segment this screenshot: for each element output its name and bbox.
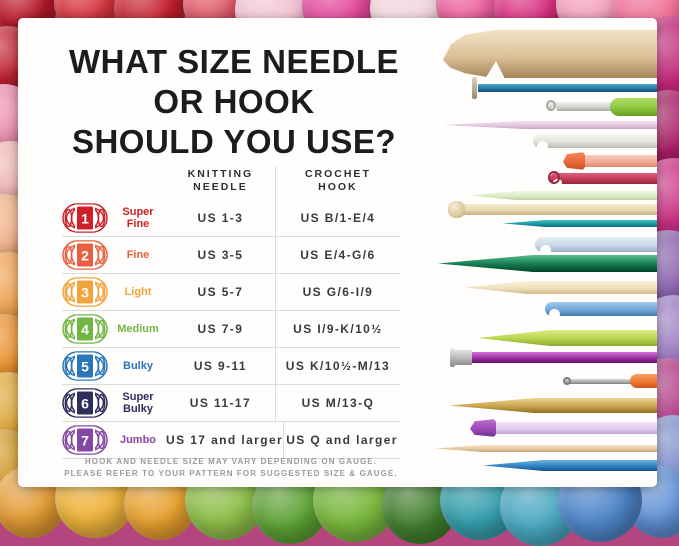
crochet-hook-size: US Q and larger xyxy=(283,422,400,458)
pale-green-knitting-needle-image xyxy=(470,191,657,200)
knitting-needle-size: US 7-9 xyxy=(197,322,244,336)
crochet-hook-column-header: CROCHET HOOK xyxy=(274,166,400,202)
knitting-needle-size: US 1-3 xyxy=(197,211,244,225)
cream-wooden-knitting-needle-image xyxy=(458,204,657,215)
table-row-bulky: 5 Bulky US 9-11 US K/10½-M/13 xyxy=(62,347,400,384)
yarn-weight-label: Fine xyxy=(126,249,150,261)
yarn-weight-label: Super Fine xyxy=(122,206,154,230)
yarn-weight-label: Super Bulky xyxy=(122,391,154,415)
knitting-needle-size: US 3-5 xyxy=(197,248,244,262)
lime-green-knitting-needle-image xyxy=(478,330,657,346)
tan-knitting-needle-image xyxy=(435,445,657,452)
lavender-needle-with-purple-point-protector-image xyxy=(494,422,657,434)
teal-thin-knitting-needle-image xyxy=(503,220,657,227)
crimson-crochet-hook-image-hook-tip xyxy=(548,171,560,184)
infographic-card: WHAT SIZE NEEDLE OR HOOK SHOULD YOU USE?… xyxy=(18,18,657,487)
page-title: WHAT SIZE NEEDLE OR HOOK SHOULD YOU USE? xyxy=(30,42,438,162)
knitting-needle-size: US 5-7 xyxy=(197,285,244,299)
footnote-line-1: HOOK AND NEEDLE SIZE MAY VARY DEPENDING … xyxy=(84,457,378,466)
pale-blue-crochet-hook-image-throat xyxy=(539,244,551,257)
jumbo-wooden-crochet-hook-image xyxy=(443,30,657,78)
purple-metal-needle-with-silver-cap-image xyxy=(471,352,657,363)
table-row-super-bulky: 6 Super Bulky US 11-17 US M/13-Q xyxy=(62,384,400,421)
pink-knitting-needle-image xyxy=(443,121,657,129)
yarn-weight-number: 5 xyxy=(81,359,89,375)
green-handled-crochet-hook-image xyxy=(548,102,657,111)
white-plastic-crochet-hook-image xyxy=(533,134,657,148)
dark-green-metal-knitting-needle-image xyxy=(438,255,657,272)
yarn-skein-icon: 2 xyxy=(62,240,110,270)
knitting-needle-size: US 17 and larger xyxy=(166,433,284,447)
size-table: KNITTING NEEDLE CROCHET HOOK 1 Super Fin… xyxy=(62,166,400,459)
green-handled-crochet-hook-image-hook-tip xyxy=(546,100,557,112)
yarn-weight-number: 2 xyxy=(81,248,89,264)
crochet-hook-size: US I/9-K/10½ xyxy=(274,311,400,347)
footnote: HOOK AND NEEDLE SIZE MAY VARY DEPENDING … xyxy=(62,456,400,480)
table-row-light: 3 Light US 5-7 US G/6-I/9 xyxy=(62,273,400,310)
steel-crochet-hook-orange-handle-image-handle xyxy=(630,374,657,388)
needles-and-hooks-photo xyxy=(430,18,657,487)
table-row-fine: 2 Fine US 3-5 US E/4-G/6 xyxy=(62,236,400,273)
yarn-weight-number: 1 xyxy=(81,211,89,227)
yarn-skein-icon: 5 xyxy=(62,351,110,381)
yarn-skein-icon: 1 xyxy=(62,203,110,233)
teal-metal-knitting-needle-image-flat-head xyxy=(472,76,477,100)
crochet-hook-size: US G/6-I/9 xyxy=(274,274,400,310)
yarn-weight-number: 3 xyxy=(81,285,89,301)
green-handled-crochet-hook-image-throat xyxy=(550,106,558,114)
knitting-needle-column-header: KNITTING NEEDLE xyxy=(187,168,254,193)
crochet-hook-size: US E/4-G/6 xyxy=(274,237,400,273)
teal-metal-knitting-needle-image xyxy=(478,84,657,92)
table-row-jumbo: 7 Jumbo US 17 and larger US Q and larger xyxy=(62,421,400,459)
yarn-weight-number: 7 xyxy=(81,433,89,449)
crochet-hook-size: US K/10½-M/13 xyxy=(274,348,400,384)
cream-plastic-knitting-needle-image xyxy=(465,281,657,294)
purple-metal-needle-with-silver-cap-image-cap-head xyxy=(450,348,455,367)
title-line-1: WHAT SIZE NEEDLE xyxy=(68,43,400,80)
yarn-skein-icon: 3 xyxy=(62,277,110,307)
salmon-needle-with-orange-point-protector-image xyxy=(583,155,657,167)
yarn-weight-label: Light xyxy=(124,286,152,298)
blue-crochet-hook-image xyxy=(545,302,657,316)
crochet-hook-size: US M/13-Q xyxy=(274,385,400,421)
table-row-super-fine: 1 Super Fine US 1-3 US B/1-E/4 xyxy=(62,200,400,236)
yarn-weight-label: Bulky xyxy=(123,360,153,372)
yarn-weight-number: 6 xyxy=(81,396,89,412)
gold-metal-knitting-needle-image xyxy=(450,398,657,413)
blue-crochet-hook-image-throat xyxy=(549,309,560,320)
yarn-weight-number: 4 xyxy=(81,322,89,338)
cream-wooden-knitting-needle-image-knob xyxy=(448,201,465,218)
purple-metal-needle-with-silver-cap-image-metal-cap xyxy=(455,350,472,365)
yarn-skein-icon: 4 xyxy=(62,314,110,344)
salmon-needle-with-orange-point-protector-image-point-protector xyxy=(563,152,585,170)
lavender-needle-with-purple-point-protector-image-point-protector xyxy=(470,419,496,437)
white-plastic-crochet-hook-image-throat xyxy=(537,141,548,152)
footnote-line-2: PLEASE REFER TO YOUR PATTERN FOR SUGGEST… xyxy=(64,469,398,478)
title-line-2: OR HOOK xyxy=(153,83,315,120)
yarn-skein-icon: 6 xyxy=(62,388,110,418)
pale-blue-crochet-hook-image xyxy=(535,237,657,252)
yarn-weight-label: Jumbo xyxy=(119,434,157,446)
steel-crochet-hook-orange-handle-image xyxy=(565,379,657,384)
table-header-row: KNITTING NEEDLE CROCHET HOOK xyxy=(62,166,400,202)
knitting-needle-size: US 9-11 xyxy=(193,359,247,373)
steel-crochet-hook-orange-handle-image-hook-tip xyxy=(563,377,571,385)
title-line-3: SHOULD YOU USE? xyxy=(71,123,397,160)
yarn-weight-label: Medium xyxy=(117,323,159,335)
knitting-needle-size: US 11-17 xyxy=(189,396,252,410)
green-handled-crochet-hook-image-handle xyxy=(610,97,657,116)
yarn-skein-icon: 7 xyxy=(62,425,110,455)
blue-metal-knitting-needle-image xyxy=(483,460,657,471)
crochet-hook-size: US B/1-E/4 xyxy=(274,200,400,236)
table-row-medium: 4 Medium US 7-9 US I/9-K/10½ xyxy=(62,310,400,347)
crimson-crochet-hook-image xyxy=(550,173,657,184)
